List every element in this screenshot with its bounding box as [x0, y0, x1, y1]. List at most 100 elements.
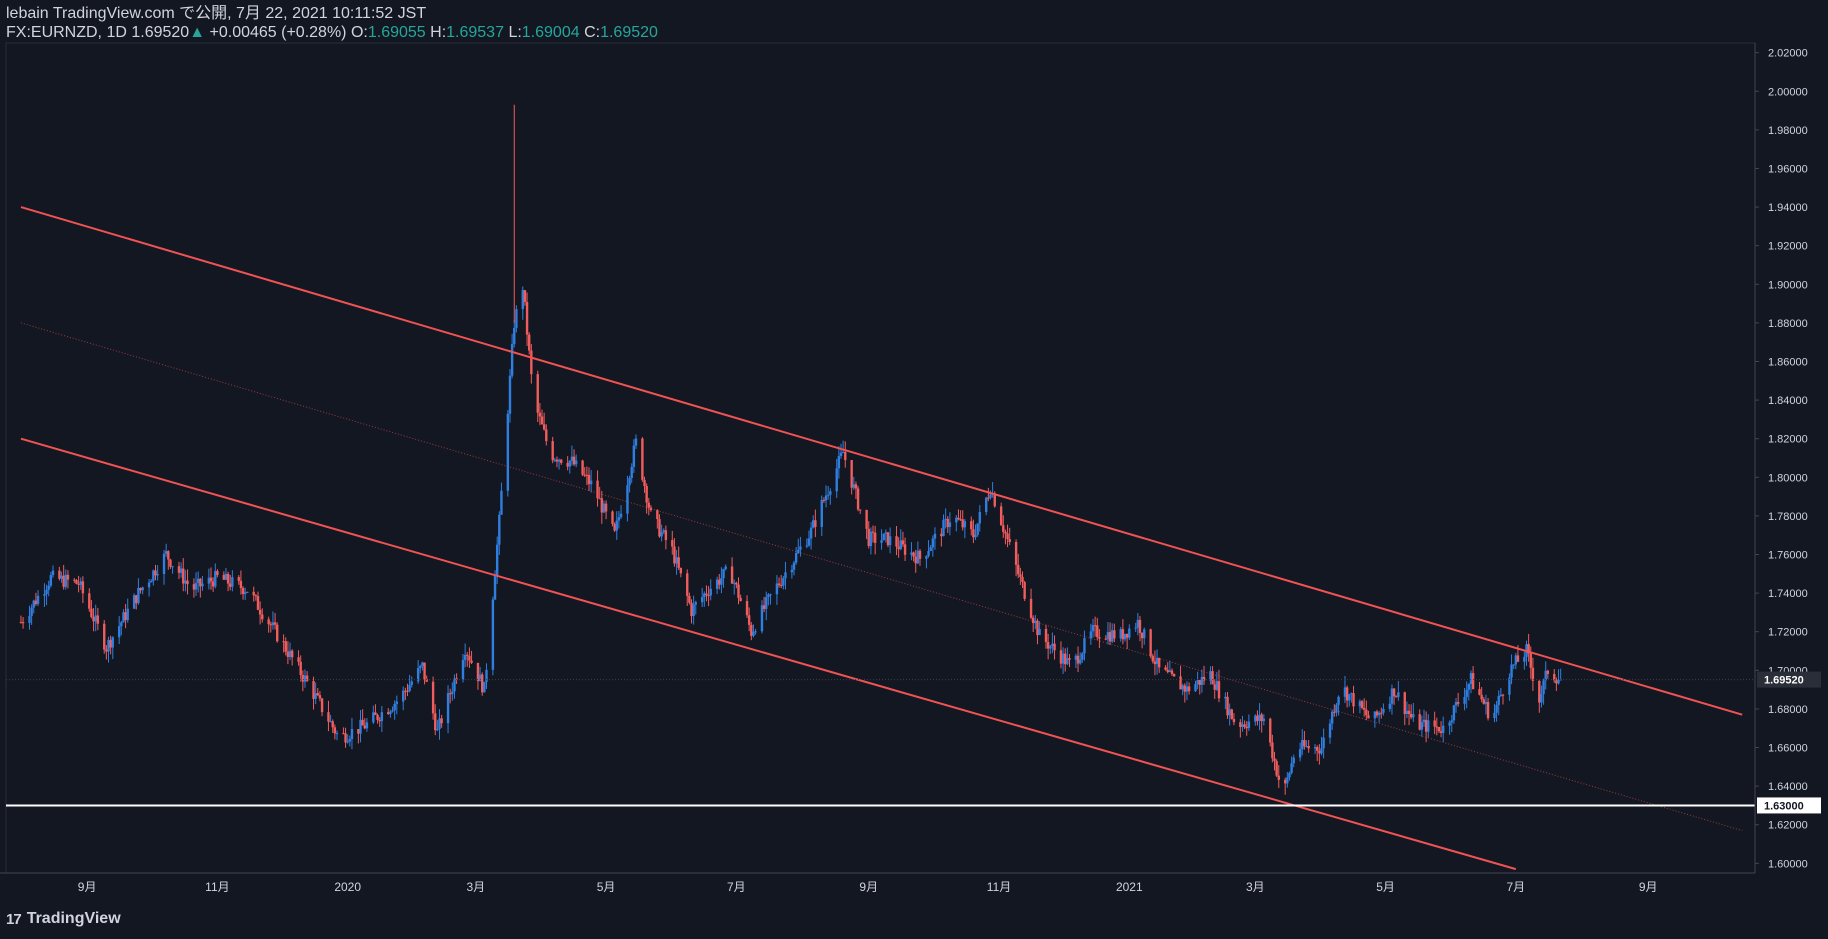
candle-body	[852, 484, 856, 488]
candle-body	[1078, 659, 1082, 664]
candle-body	[1051, 643, 1054, 647]
candle-body	[1046, 642, 1050, 649]
candle-body	[1104, 638, 1107, 640]
candle-body	[60, 575, 63, 579]
candle-body	[408, 684, 411, 692]
candle-body	[288, 650, 292, 657]
candle-body	[600, 498, 604, 513]
candle-body	[246, 591, 249, 593]
candle-body	[1486, 701, 1490, 719]
candle-body	[1433, 720, 1436, 727]
candle-body	[686, 573, 689, 596]
candle-body	[602, 503, 606, 513]
candle-body	[598, 498, 601, 500]
candle-body	[841, 452, 845, 454]
candle-body	[389, 711, 392, 714]
time-axis[interactable]: 9月 11月 2020 3月 5月 7月 9月 11月 2021 3月 5月 7月 9月	[0, 872, 1755, 894]
candle-body	[560, 459, 563, 463]
candle-body	[865, 509, 868, 529]
candle-body	[1059, 650, 1063, 664]
candle-body	[47, 585, 50, 590]
brand-name: TradingView	[26, 910, 121, 927]
candle-body	[466, 654, 469, 656]
last-price: 1.69520	[131, 24, 190, 41]
candle-body	[171, 566, 174, 568]
candle-body	[784, 572, 787, 579]
candle-body	[96, 615, 100, 624]
candle-body	[1373, 711, 1377, 719]
candle-body	[1478, 689, 1481, 695]
candle-body	[327, 712, 330, 722]
candle-body	[1484, 701, 1488, 704]
candle-body	[824, 495, 828, 501]
candle-body	[211, 581, 215, 587]
candle-body	[799, 546, 802, 550]
candle-body	[468, 655, 471, 661]
candle-body	[32, 600, 35, 608]
price-tick-label: 1.76000	[1768, 550, 1808, 562]
candle-body	[419, 665, 422, 669]
candle-body	[1424, 719, 1428, 732]
candle-body	[882, 533, 885, 541]
candle-body	[873, 532, 877, 543]
candle-body	[1497, 696, 1500, 706]
branding[interactable]: 17 TradingView	[6, 910, 121, 928]
candle-body	[156, 573, 159, 576]
candle-body	[137, 588, 140, 604]
candle-body	[933, 533, 937, 539]
candle-body	[1358, 701, 1362, 707]
candle-body	[1320, 748, 1323, 754]
candle-body	[179, 568, 183, 573]
candle-body	[453, 678, 456, 692]
candle-body	[1380, 712, 1383, 714]
candle-body	[1316, 747, 1319, 751]
candle-body	[658, 519, 661, 537]
candle-body	[884, 532, 888, 534]
candle-body	[613, 523, 616, 531]
candle-body	[1196, 680, 1199, 685]
candle-body	[1164, 667, 1167, 670]
candle-body	[88, 593, 91, 609]
candle-body	[406, 690, 409, 692]
candle-body	[1367, 715, 1370, 719]
candle-body	[269, 624, 273, 626]
candle-body	[1151, 655, 1154, 662]
candle-body	[675, 557, 678, 564]
candle-body	[722, 569, 725, 579]
candle-body	[1514, 655, 1518, 665]
candle-body	[135, 595, 138, 604]
candle-body	[169, 559, 172, 567]
candle-body	[1377, 712, 1381, 716]
candle-body	[1061, 653, 1065, 664]
candle-body	[421, 662, 424, 666]
candle-body	[117, 626, 121, 638]
candle-body	[111, 637, 114, 648]
candle-body	[574, 460, 578, 465]
candle-body	[1482, 699, 1485, 704]
candle-body	[282, 641, 285, 643]
candle-body	[333, 727, 337, 734]
price-axis[interactable]: 1.600001.620001.640001.660001.680001.700…	[1754, 43, 1821, 873]
candle-body	[404, 690, 407, 692]
candle-body	[335, 733, 339, 735]
candle-body	[765, 597, 768, 609]
channel-lower-line[interactable]	[20, 437, 1517, 871]
channel-median-line[interactable]	[20, 322, 1743, 832]
candle-body	[331, 721, 334, 728]
candle-body	[557, 459, 561, 462]
candle-body	[1093, 625, 1097, 627]
candle-body	[587, 474, 591, 485]
candle-body	[1531, 667, 1535, 681]
time-tick-label: 5月	[597, 880, 616, 894]
candle-body	[226, 573, 230, 584]
support-price-tag-bg	[1757, 797, 1821, 814]
candle-body	[942, 519, 945, 537]
candle-body	[1089, 631, 1093, 639]
candle-body	[888, 536, 892, 546]
candle-body	[596, 480, 599, 499]
channel-upper-line[interactable]	[20, 206, 1743, 716]
candle-body	[645, 486, 648, 503]
candle-body	[1508, 677, 1511, 695]
candle-body	[201, 583, 204, 587]
